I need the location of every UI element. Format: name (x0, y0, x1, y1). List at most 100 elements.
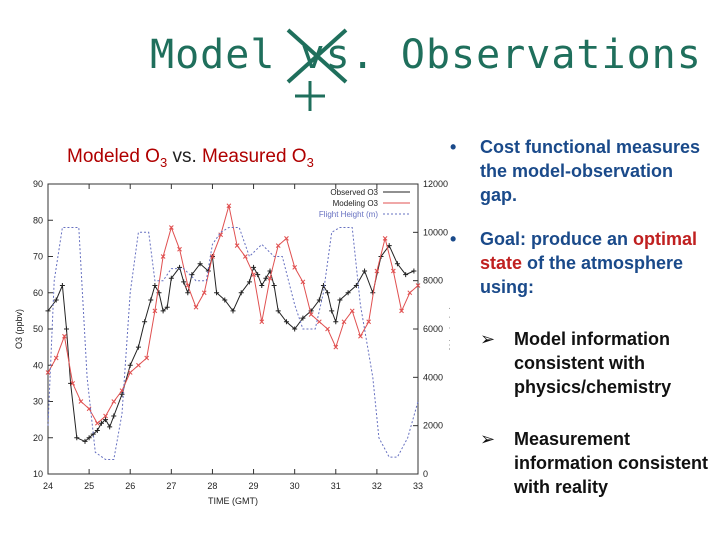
x-tick-label: 32 (372, 481, 382, 491)
data-point-modeling-o3 (390, 268, 396, 274)
title-observations: Observations (400, 32, 702, 78)
data-point-observed-o3 (353, 283, 359, 288)
arrow-bullet-icon: ➢ (480, 429, 496, 449)
data-point-observed-o3 (292, 326, 298, 332)
data-point-observed-o3 (246, 279, 252, 285)
y-tick-label: 20 (33, 433, 43, 443)
data-point-modeling-o3 (193, 304, 199, 310)
data-point-modeling-o3 (300, 279, 306, 285)
data-point-observed-o3 (119, 391, 125, 397)
goal-post: of the atmosphere using: (480, 253, 684, 297)
data-point-modeling-o3 (316, 319, 322, 325)
data-point-observed-o3 (168, 275, 174, 281)
y2-tick-label: 2000 (423, 421, 443, 431)
data-point-modeling-o3 (325, 326, 330, 332)
data-point-modeling-o3 (275, 243, 281, 248)
data-point-observed-o3 (86, 435, 92, 441)
y-tick-label: 80 (33, 215, 43, 225)
data-point-modeling-o3 (160, 254, 166, 259)
y-tick-label: 70 (33, 252, 43, 262)
data-point-modeling-o3 (366, 319, 372, 325)
data-point-observed-o3 (316, 297, 322, 303)
series-line-observed-o3 (47, 244, 415, 442)
data-point-observed-o3 (94, 428, 100, 433)
strike-through-x-icon (286, 28, 348, 84)
caption-sub-1: 3 (159, 154, 168, 170)
data-point-modeling-o3 (152, 308, 158, 314)
data-point-modeling-o3 (382, 236, 388, 241)
data-point-modeling-o3 (111, 399, 117, 404)
data-point-observed-o3 (181, 279, 187, 285)
data-point-observed-o3 (152, 283, 158, 288)
x-tick-label: 24 (43, 481, 53, 491)
data-point-modeling-o3 (358, 333, 363, 339)
y-tick-label: 30 (33, 397, 43, 407)
sub-bullet-measurement: ➢ Measurement information consistent wit… (480, 427, 715, 499)
title-model: Model (150, 32, 276, 78)
data-point-observed-o3 (255, 272, 261, 278)
y2-tick-label: 4000 (423, 372, 443, 382)
data-point-observed-o3 (337, 297, 343, 303)
data-point-observed-o3 (300, 315, 306, 321)
y2-tick-label: 0 (423, 469, 428, 479)
data-point-observed-o3 (164, 304, 170, 310)
legend-item: Observed O3 (330, 188, 410, 197)
data-point-modeling-o3 (242, 254, 248, 259)
data-point-modeling-o3 (308, 312, 314, 317)
data-point-modeling-o3 (374, 268, 380, 274)
x-tick-label: 31 (331, 481, 341, 491)
data-point-modeling-o3 (284, 236, 289, 241)
data-point-modeling-o3 (407, 290, 413, 296)
bullet-cost-functional: • Cost functional measures the model-obs… (450, 135, 715, 207)
data-point-observed-o3 (64, 326, 69, 332)
data-point-observed-o3 (320, 283, 326, 288)
legend-label: Flight Height (m) (319, 210, 378, 219)
data-point-modeling-o3 (94, 420, 100, 426)
data-point-observed-o3 (271, 283, 277, 288)
data-point-observed-o3 (333, 319, 339, 325)
data-point-modeling-o3 (226, 203, 232, 209)
data-point-observed-o3 (214, 290, 220, 296)
data-point-observed-o3 (259, 283, 265, 288)
caption-measured: Measured O (202, 146, 307, 167)
data-point-observed-o3 (53, 297, 59, 303)
data-point-observed-o3 (142, 319, 148, 325)
data-point-modeling-o3 (399, 308, 404, 314)
data-point-observed-o3 (283, 319, 289, 325)
data-point-observed-o3 (275, 308, 281, 314)
goal-highlight: optimal state (480, 229, 698, 273)
data-point-observed-o3 (74, 435, 80, 441)
legend: Observed O3 Modeling O3 Flight Height (m) (319, 188, 410, 219)
data-point-observed-o3 (98, 420, 104, 426)
bullet-dot-icon: • (450, 229, 457, 249)
bullet-dot-icon: • (450, 137, 457, 157)
data-point-modeling-o3 (127, 370, 133, 375)
data-point-modeling-o3 (168, 225, 174, 230)
data-point-observed-o3 (82, 438, 88, 444)
data-point-observed-o3 (230, 308, 236, 314)
data-point-observed-o3 (251, 264, 257, 270)
y2-tick-label: 10000 (423, 227, 448, 237)
slide-title: Model vs. Observations (150, 32, 702, 78)
data-point-modeling-o3 (259, 319, 265, 325)
data-point-observed-o3 (325, 290, 331, 296)
data-point-modeling-o3 (70, 381, 76, 386)
legend-label: Modeling O3 (333, 199, 379, 208)
chart-caption: Modeled O3 vs. Measured O3 (67, 146, 314, 170)
data-point-modeling-o3 (86, 406, 92, 412)
x-tick-label: 29 (249, 481, 259, 491)
x-tick-label: 27 (166, 481, 176, 491)
data-point-modeling-o3 (185, 283, 191, 288)
series-layer (45, 203, 421, 460)
data-point-observed-o3 (135, 344, 141, 350)
data-point-observed-o3 (386, 243, 392, 249)
sub-bullet-model-text: Model information consistent with physic… (514, 329, 672, 397)
y2-tick-label: 8000 (423, 276, 443, 286)
y-tick-label: 90 (33, 179, 43, 189)
data-point-modeling-o3 (103, 413, 108, 419)
axes-layer: 24 25 26 27 28 29 30 31 32 33 10 20 30 40 50 60 70 80 90 0 2… (14, 179, 450, 506)
data-point-observed-o3 (362, 268, 368, 274)
data-point-observed-o3 (403, 272, 409, 278)
data-point-observed-o3 (197, 261, 203, 267)
data-point-observed-o3 (329, 308, 335, 314)
